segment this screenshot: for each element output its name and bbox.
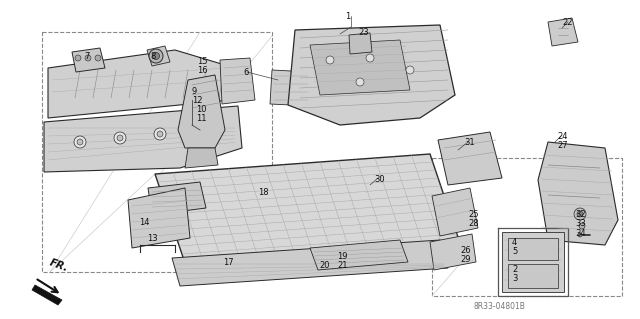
Circle shape: [77, 139, 83, 145]
Polygon shape: [288, 25, 455, 125]
Polygon shape: [44, 106, 242, 172]
Text: 11: 11: [196, 114, 207, 123]
Text: 13: 13: [147, 234, 157, 243]
Text: 9: 9: [192, 87, 197, 96]
Text: 27: 27: [557, 141, 568, 150]
Circle shape: [578, 233, 582, 237]
Circle shape: [117, 135, 123, 141]
Polygon shape: [310, 40, 410, 95]
Text: 16: 16: [197, 66, 207, 75]
Text: 12: 12: [192, 96, 202, 105]
Polygon shape: [155, 154, 465, 278]
Text: 10: 10: [196, 105, 207, 114]
Polygon shape: [220, 58, 255, 104]
Circle shape: [406, 66, 414, 74]
Text: 30: 30: [374, 175, 385, 184]
Text: 29: 29: [460, 255, 470, 264]
Text: 28: 28: [468, 219, 479, 228]
Circle shape: [95, 55, 101, 61]
Text: 18: 18: [258, 188, 269, 197]
Circle shape: [149, 49, 163, 63]
Text: 7: 7: [84, 52, 90, 61]
Polygon shape: [48, 50, 235, 118]
Text: 32: 32: [575, 210, 586, 219]
Text: 34: 34: [575, 229, 586, 238]
Text: 2: 2: [512, 265, 517, 274]
Text: 20: 20: [319, 261, 330, 270]
Text: 1: 1: [345, 12, 350, 21]
Text: 22: 22: [562, 18, 573, 27]
Polygon shape: [548, 18, 578, 46]
Circle shape: [154, 128, 166, 140]
Circle shape: [574, 208, 586, 220]
Circle shape: [579, 223, 585, 229]
Polygon shape: [178, 75, 225, 148]
Circle shape: [157, 131, 163, 137]
Text: 6: 6: [243, 68, 248, 77]
Text: 5: 5: [512, 247, 517, 256]
Polygon shape: [310, 240, 408, 270]
Text: 8: 8: [150, 52, 156, 61]
Text: 21: 21: [337, 261, 348, 270]
Text: 26: 26: [460, 246, 470, 255]
Text: 15: 15: [197, 57, 207, 66]
Circle shape: [85, 55, 91, 61]
Text: 33: 33: [575, 219, 586, 228]
Circle shape: [577, 211, 583, 217]
Text: 8R33-04801B: 8R33-04801B: [473, 302, 525, 311]
Polygon shape: [72, 48, 105, 72]
Circle shape: [114, 132, 126, 144]
Polygon shape: [430, 234, 476, 270]
Polygon shape: [32, 285, 62, 305]
Polygon shape: [438, 132, 502, 185]
Text: 23: 23: [358, 28, 369, 37]
Circle shape: [356, 78, 364, 86]
Polygon shape: [349, 33, 372, 54]
Polygon shape: [508, 238, 558, 260]
Text: 17: 17: [223, 258, 234, 267]
Polygon shape: [148, 182, 206, 215]
Circle shape: [326, 56, 334, 64]
Polygon shape: [508, 264, 558, 288]
Polygon shape: [185, 148, 218, 168]
Text: 31: 31: [464, 138, 475, 147]
Text: 14: 14: [139, 218, 150, 227]
Polygon shape: [172, 240, 448, 286]
Polygon shape: [128, 188, 190, 248]
Polygon shape: [502, 232, 564, 292]
Polygon shape: [538, 142, 618, 245]
Text: 25: 25: [468, 210, 479, 219]
Polygon shape: [432, 188, 478, 236]
Text: 19: 19: [337, 252, 348, 261]
Polygon shape: [270, 70, 312, 106]
Text: 4: 4: [512, 238, 517, 247]
Circle shape: [75, 55, 81, 61]
Text: 3: 3: [512, 274, 517, 283]
Polygon shape: [147, 46, 170, 66]
Circle shape: [74, 136, 86, 148]
Circle shape: [152, 53, 159, 60]
Text: FR.: FR.: [48, 258, 70, 274]
Text: 24: 24: [557, 132, 568, 141]
Circle shape: [366, 54, 374, 62]
